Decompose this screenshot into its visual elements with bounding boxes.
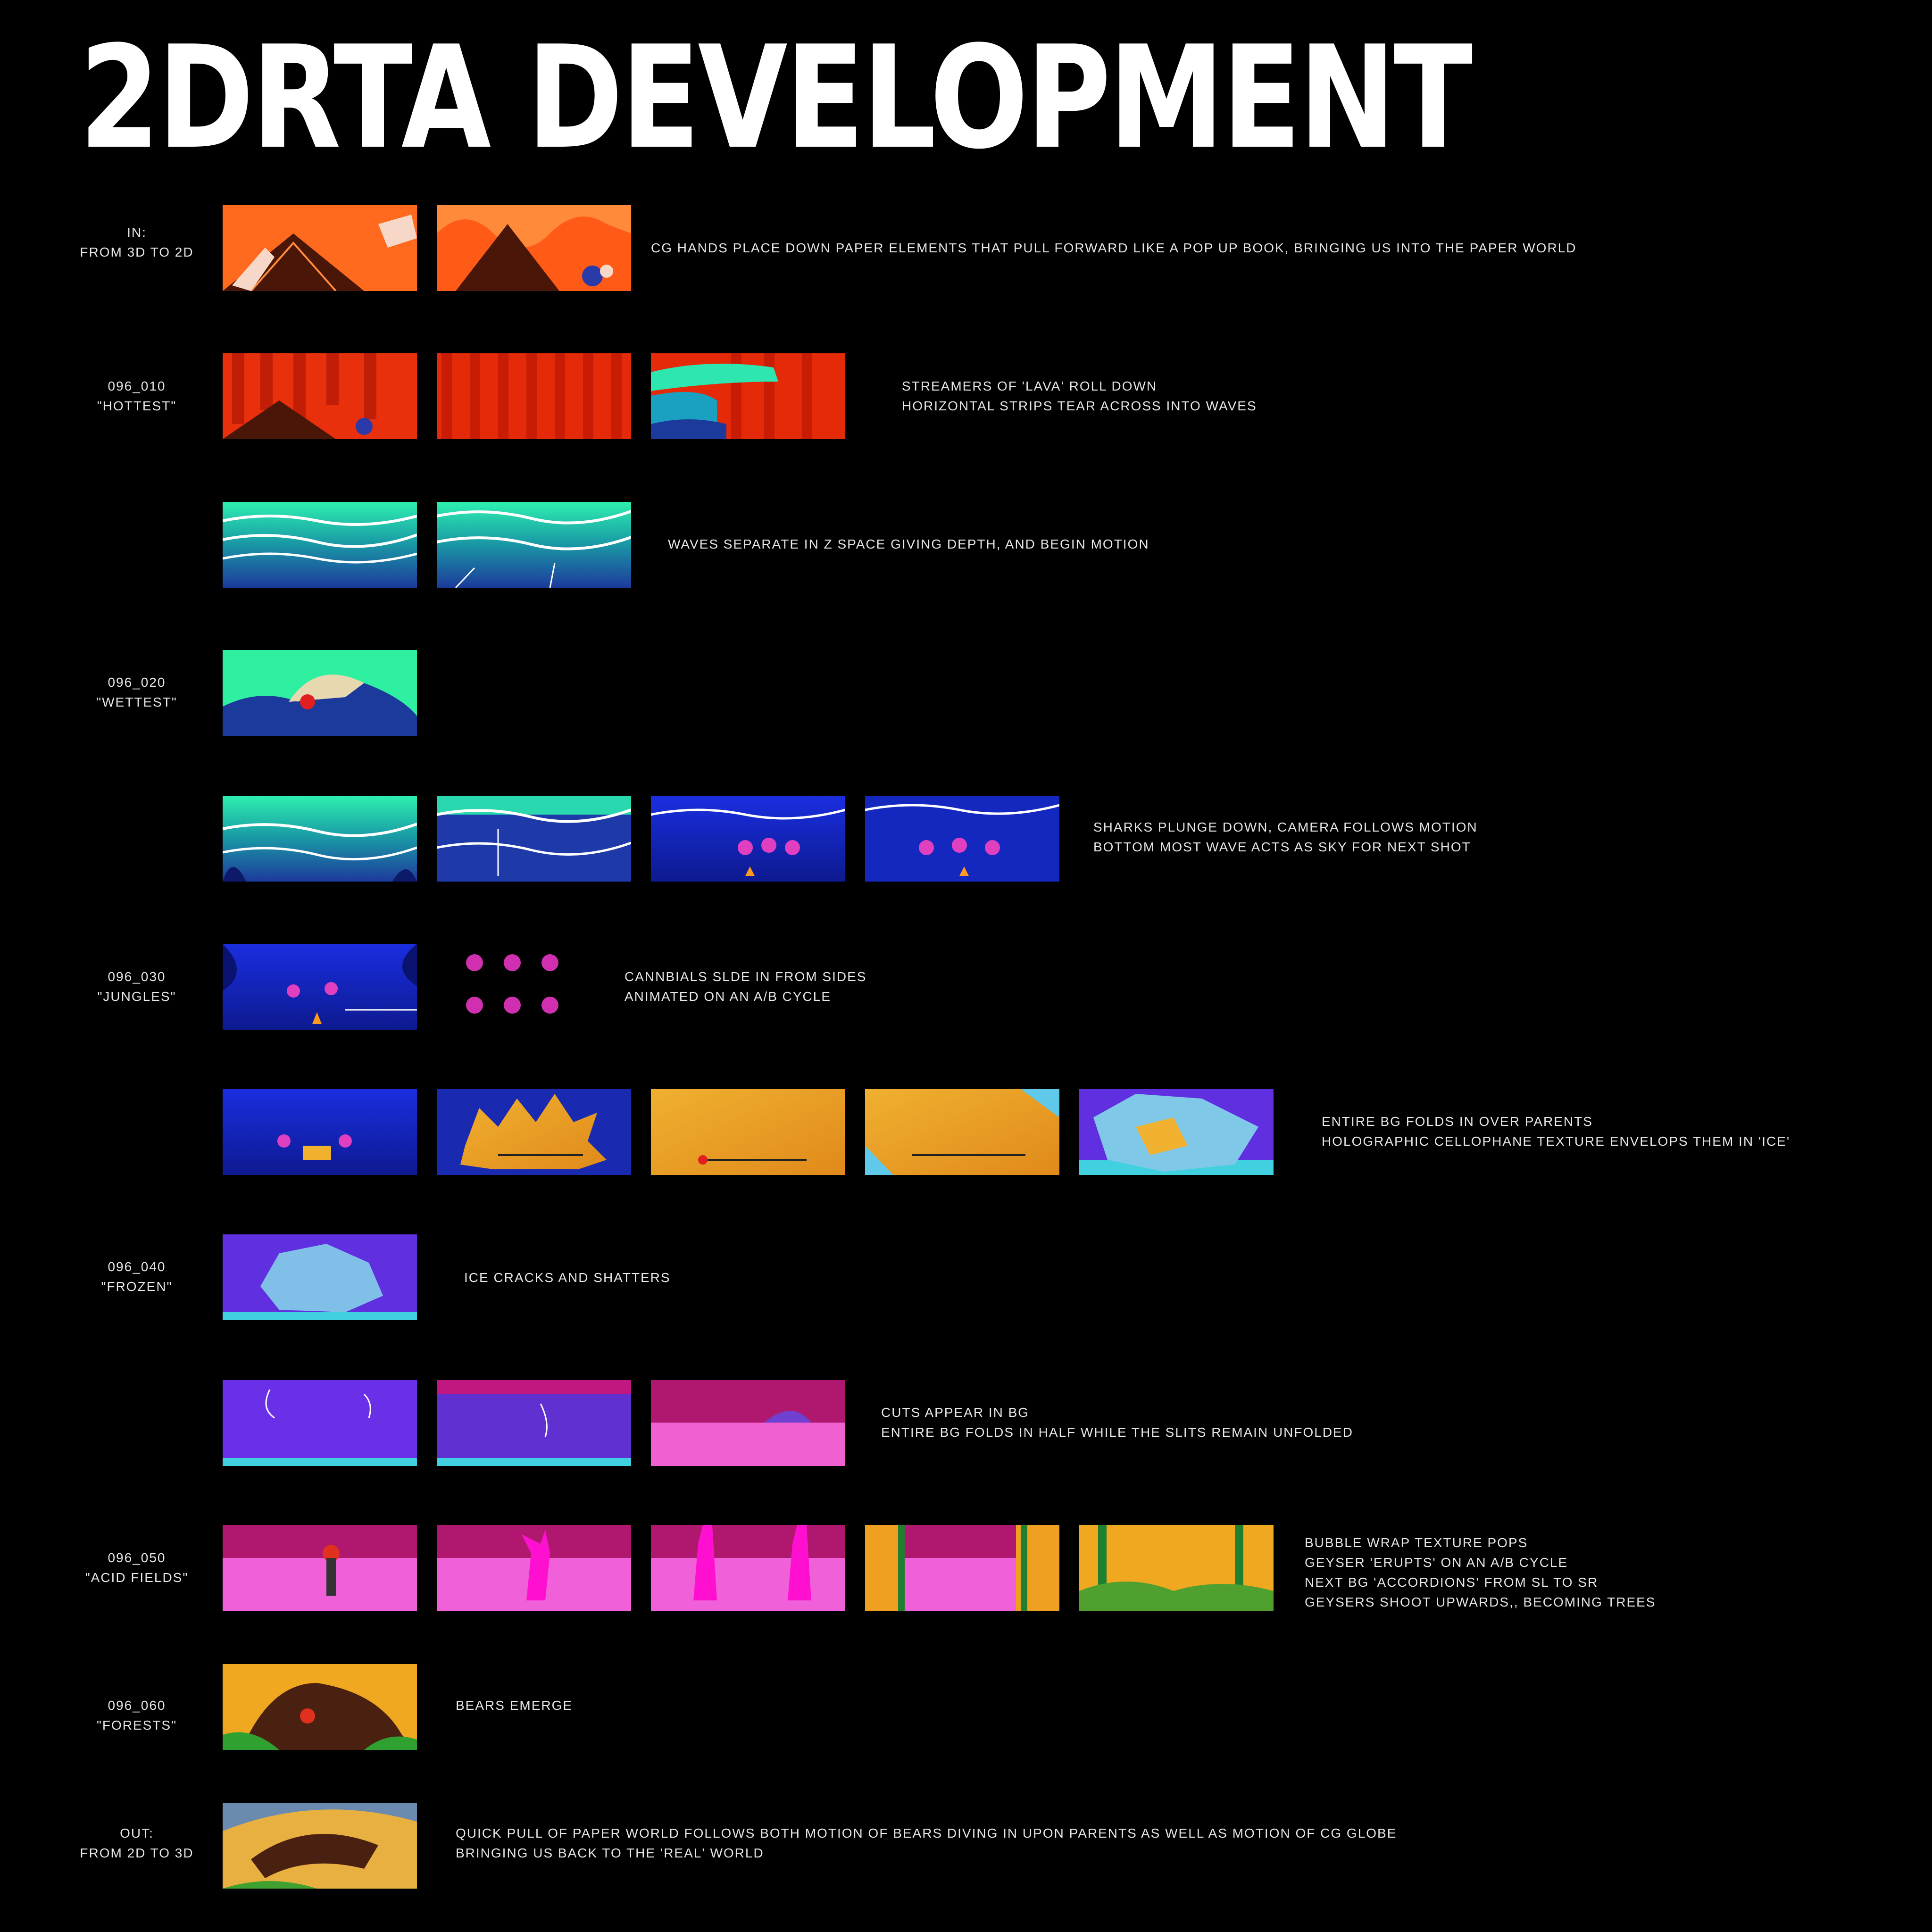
frame-050-4 bbox=[865, 1525, 1059, 1611]
frame-sharks-1 bbox=[223, 796, 417, 882]
frame-030-1 bbox=[223, 944, 417, 1030]
frame-in-1 bbox=[223, 205, 417, 291]
row-label-096-040: 096_040 "FROZEN" bbox=[101, 1259, 173, 1294]
row-note-096-050: BUBBLE WRAP TEXTURE POPS GEYSER 'ERUPTS'… bbox=[1305, 1535, 1656, 1609]
row-note-out: QUICK PULL OF PAPER WORLD FOLLOWS BOTH M… bbox=[456, 1826, 1397, 1860]
frame-cuts-1 bbox=[223, 1380, 417, 1466]
frame-waves-1 bbox=[223, 502, 417, 588]
frame-cuts-2 bbox=[437, 1380, 631, 1466]
row-note-096-030: CANNBIALS SLDE IN FROM SIDES ANIMATED ON… bbox=[625, 969, 867, 1004]
row-label-in: IN: FROM 3D TO 2D bbox=[80, 225, 194, 259]
row-note-waves: WAVES SEPARATE IN Z SPACE GIVING DEPTH, … bbox=[668, 537, 1149, 551]
row-note-096-010: STREAMERS OF 'LAVA' ROLL DOWN HORIZONTAL… bbox=[902, 379, 1257, 413]
frame-fold-5 bbox=[1079, 1089, 1274, 1175]
frame-fold-4 bbox=[865, 1089, 1059, 1175]
frame-out-1 bbox=[223, 1803, 417, 1889]
frame-sharks-2 bbox=[437, 796, 631, 882]
row-label-out: OUT: FROM 2D TO 3D bbox=[80, 1826, 194, 1860]
frame-sharks-3 bbox=[651, 796, 845, 882]
frame-cuts-3 bbox=[651, 1380, 845, 1466]
frame-050-2 bbox=[437, 1525, 631, 1611]
row-note-096-040: ICE CRACKS AND SHATTERS bbox=[464, 1270, 671, 1285]
frame-050-5 bbox=[1079, 1525, 1274, 1611]
row-note-sharks: SHARKS PLUNGE DOWN, CAMERA FOLLOWS MOTIO… bbox=[1093, 820, 1478, 854]
frame-waves-2 bbox=[437, 502, 631, 588]
row-note-096-060: BEARS EMERGE bbox=[456, 1698, 573, 1713]
row-label-096-020: 096_020 "WETTEST" bbox=[96, 675, 177, 709]
row-note-cuts: CUTS APPEAR IN BG ENTIRE BG FOLDS IN HAL… bbox=[881, 1405, 1353, 1440]
frame-fold-3 bbox=[651, 1089, 845, 1175]
frame-020-1 bbox=[223, 650, 417, 736]
row-label-096-030: 096_030 "JUNGLES" bbox=[97, 969, 176, 1004]
frame-010-1 bbox=[223, 353, 417, 439]
frame-in-2 bbox=[437, 205, 631, 291]
row-label-096-010: 096_010 "HOTTEST" bbox=[97, 379, 177, 413]
frame-sharks-4 bbox=[865, 796, 1059, 882]
frame-fold-2 bbox=[437, 1089, 631, 1175]
row-note-fold: ENTIRE BG FOLDS IN OVER PARENTS HOLOGRAP… bbox=[1322, 1114, 1790, 1149]
page-title: 2DRTA DEVELOPMENT bbox=[79, 16, 1473, 180]
frame-050-1 bbox=[223, 1525, 417, 1611]
row-label-096-050: 096_050 "ACID FIELDS" bbox=[85, 1550, 189, 1585]
row-label-096-060: 096_060 "FORESTS" bbox=[96, 1698, 177, 1732]
frame-030-2 bbox=[437, 944, 631, 1030]
frame-fold-1 bbox=[223, 1089, 417, 1175]
frame-010-3 bbox=[651, 353, 845, 439]
frame-040-1 bbox=[223, 1234, 417, 1320]
frame-060-1 bbox=[223, 1664, 417, 1750]
row-note-in: CG HANDS PLACE DOWN PAPER ELEMENTS THAT … bbox=[651, 241, 1577, 255]
frame-050-3 bbox=[651, 1525, 845, 1611]
frame-010-2 bbox=[437, 353, 631, 439]
